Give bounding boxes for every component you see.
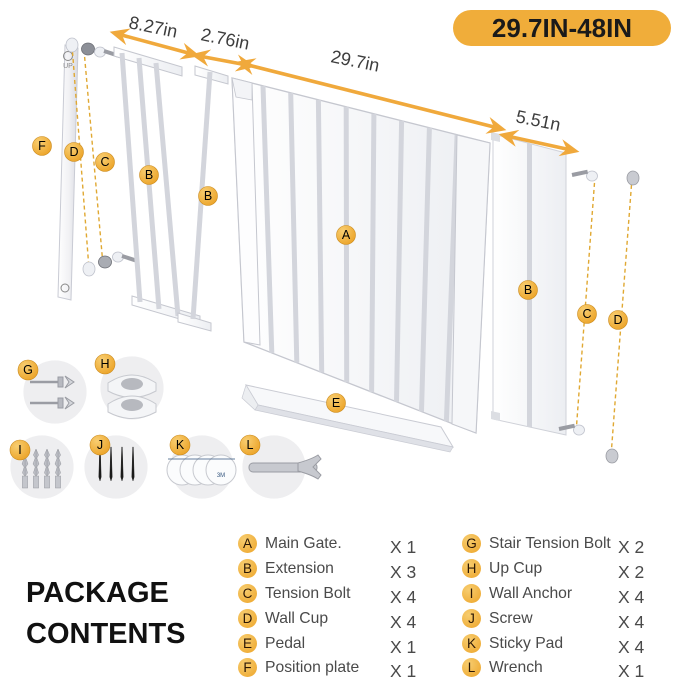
svg-text:D: D [613, 313, 622, 327]
svg-text:H: H [100, 357, 109, 371]
svg-text:3M: 3M [217, 473, 225, 479]
svg-text:B: B [145, 168, 153, 182]
svg-text:A: A [342, 228, 351, 242]
svg-text:E: E [332, 396, 340, 410]
svg-text:J: J [97, 438, 103, 452]
svg-text:F: F [38, 139, 46, 153]
svg-text:L: L [247, 438, 254, 452]
svg-text:C: C [582, 307, 591, 321]
svg-text:B: B [524, 283, 532, 297]
svg-text:29.7in: 29.7in [329, 46, 381, 75]
svg-text:5.51n: 5.51n [514, 106, 562, 135]
svg-text:I: I [18, 443, 21, 457]
svg-text:B: B [204, 189, 212, 203]
svg-text:G: G [23, 363, 33, 377]
svg-text:UP: UP [63, 63, 73, 70]
svg-text:2.76in: 2.76in [199, 24, 251, 53]
svg-text:K: K [176, 438, 185, 452]
svg-text:D: D [69, 145, 78, 159]
svg-text:C: C [100, 155, 109, 169]
